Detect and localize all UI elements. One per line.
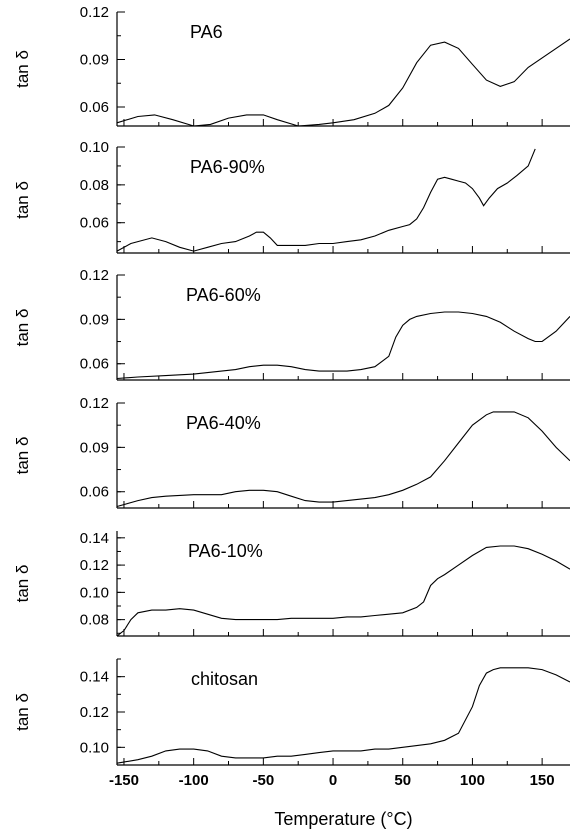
y-tick-label: 0.14 (80, 669, 109, 686)
y-tick-label: 0.09 (80, 439, 109, 456)
series-line (116, 667, 570, 764)
y-tick-label: 0.14 (80, 530, 109, 547)
y-tick-label: 0.06 (80, 356, 109, 373)
y-tick-label: 0.10 (80, 739, 109, 756)
y-tick-label: 0.09 (80, 52, 109, 69)
x-tick-label: -50 (253, 772, 275, 789)
y-tick-label: 0.12 (80, 557, 109, 574)
panel-1: 0.06 0.09 0.12 tan δ PA6 (13, 4, 570, 127)
y-axis-label: tan δ (13, 309, 32, 347)
x-axis-label: Temperature (°C) (274, 809, 412, 829)
series-line (116, 545, 570, 637)
panel-4: 0.06 0.09 0.12 tan δ PA6-40% (13, 395, 570, 509)
y-tick-label: 0.09 (80, 311, 109, 328)
series-line (116, 38, 570, 127)
y-axis-label: tan δ (13, 693, 32, 731)
panel-label: PA6 (190, 22, 223, 42)
y-axis-label: tan δ (13, 50, 32, 88)
panel-label: PA6-10% (188, 541, 263, 561)
x-tick-label: 0 (329, 772, 337, 789)
panel-6: 0.10 0.12 0.14 tan δ chitosan (13, 658, 570, 766)
y-tick-label: 0.06 (80, 99, 109, 116)
panel-label: PA6-60% (186, 285, 261, 305)
y-tick-label: 0.10 (80, 139, 109, 156)
x-tick-label: 150 (530, 772, 555, 789)
y-tick-label: 0.12 (80, 267, 109, 284)
x-tick-label: -100 (179, 772, 209, 789)
series-line (116, 311, 570, 380)
panel-3: 0.06 0.09 0.12 tan δ PA6-60% (13, 267, 570, 381)
y-tick-label: 0.12 (80, 395, 109, 412)
y-tick-label: 0.08 (80, 177, 109, 194)
panel-label: PA6-90% (190, 157, 265, 177)
y-axis-label: tan δ (13, 565, 32, 603)
y-tick-label: 0.06 (80, 215, 109, 232)
series-line (116, 411, 570, 508)
y-axis-label: tan δ (13, 437, 32, 475)
panel-label: chitosan (191, 669, 258, 689)
y-tick-label: 0.10 (80, 584, 109, 601)
y-tick-label: 0.06 (80, 484, 109, 501)
panel-label: PA6-40% (186, 413, 261, 433)
y-tick-label: 0.08 (80, 612, 109, 629)
series-line (116, 148, 536, 252)
y-tick-label: 0.12 (80, 704, 109, 721)
panel-2: 0.06 0.08 0.10 tan δ PA6-90% (13, 139, 570, 254)
x-tick-label: -150 (109, 772, 139, 789)
y-axis-label: tan δ (13, 181, 32, 219)
panel-5: 0.08 0.10 0.12 0.14 tan δ PA6-10% (13, 530, 570, 637)
y-tick-label: 0.12 (80, 4, 109, 21)
x-tick-label: 100 (460, 772, 485, 789)
x-tick-label: 50 (394, 772, 411, 789)
